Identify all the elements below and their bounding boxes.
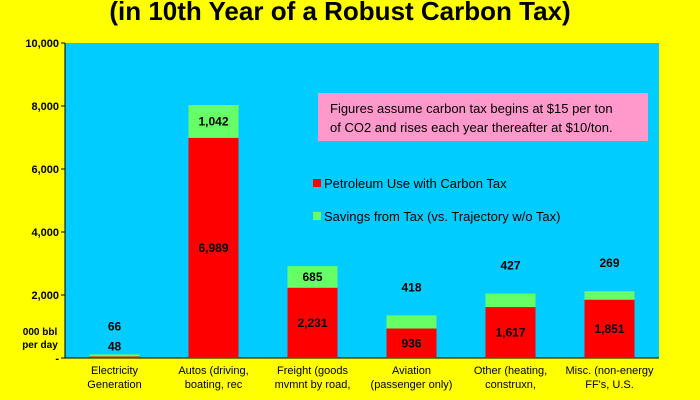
note-line-2: of CO2 and rises each year thereafter at… — [330, 120, 613, 135]
legend-label-petroleum: Petroleum Use with Carbon Tax — [324, 176, 507, 191]
y-axis-label: 000 bbl per day — [22, 327, 58, 351]
y-axis-label-line-1: 000 bbl — [23, 327, 58, 338]
category-labels: Electricity Generation Autos (driving, boat… — [87, 365, 654, 391]
category-label: Autos (driving, — [178, 365, 248, 377]
bars — [89, 105, 635, 358]
category-label: Freight (goods — [277, 365, 348, 377]
data-label: 418 — [401, 280, 421, 294]
bar-segment-savings — [287, 266, 338, 288]
legend-label-savings: Savings from Tax (vs. Trajectory w/o Tax… — [324, 209, 560, 224]
bar-segment-petroleum — [584, 299, 635, 358]
data-label: 1,851 — [594, 322, 624, 336]
legend-swatch-petroleum — [313, 179, 321, 187]
category-label: Aviation — [392, 365, 431, 377]
bar-segment-petroleum — [89, 356, 140, 358]
bar-segment-savings — [485, 293, 536, 308]
y-tick-label: 2,000 — [31, 290, 59, 302]
y-tick-label: 8,000 — [31, 101, 59, 113]
bar-segment-savings — [584, 291, 635, 300]
y-axis: - 2,000 4,000 6,000 8,000 10,000 — [25, 38, 659, 365]
category-label: construxn, — [485, 379, 536, 391]
y-axis-label-line-2: per day — [22, 340, 58, 351]
y-tick-label: - — [55, 353, 59, 365]
data-label: 427 — [500, 259, 520, 273]
note-box: Figures assume carbon tax begins at $15 … — [318, 93, 648, 141]
bar-segment-savings — [386, 315, 437, 329]
data-label: 48 — [108, 339, 122, 353]
data-label: 2,231 — [297, 316, 327, 330]
category-label: Generation — [87, 379, 141, 391]
category-label: FF's, U.S. — [585, 379, 634, 391]
note-line-1: Figures assume carbon tax begins at $15 … — [330, 101, 613, 116]
bar-segment-petroleum — [386, 328, 437, 358]
plot-area — [65, 43, 659, 358]
data-label: 1,042 — [198, 114, 228, 128]
category-label: (passenger only) — [371, 379, 453, 391]
category-label: Misc. (non-energy — [565, 365, 654, 377]
chart-title: (in 10th Year of a Robust Carbon Tax) — [109, 0, 570, 26]
data-label: 6,989 — [198, 241, 228, 255]
y-tick-label: 6,000 — [31, 164, 59, 176]
data-label: 1,617 — [495, 326, 525, 340]
category-label: Other (heating, — [474, 365, 547, 377]
bar-segment-savings — [89, 354, 140, 357]
bar-segment-petroleum — [188, 137, 239, 358]
y-tick-label: 10,000 — [25, 38, 59, 50]
y-tick-label: 4,000 — [31, 227, 59, 239]
legend: Petroleum Use with Carbon Tax Savings fr… — [313, 176, 560, 224]
category-label: boating, rec — [185, 379, 243, 391]
data-label: 936 — [401, 336, 421, 350]
category-label: Electricity — [91, 365, 139, 377]
bar-segment-petroleum — [287, 287, 338, 358]
data-labels: 48 66 6,989 1,042 2,231 685 936 418 1,617 427 1,85… — [108, 114, 625, 353]
bar-segment-savings — [188, 105, 239, 138]
note-background — [318, 93, 648, 141]
legend-swatch-savings — [313, 212, 321, 220]
data-label: 66 — [108, 319, 122, 333]
data-label: 685 — [302, 270, 322, 284]
data-label: 269 — [599, 256, 619, 270]
bar-segment-petroleum — [485, 307, 536, 358]
category-label: mvmnt by road, — [275, 379, 351, 391]
